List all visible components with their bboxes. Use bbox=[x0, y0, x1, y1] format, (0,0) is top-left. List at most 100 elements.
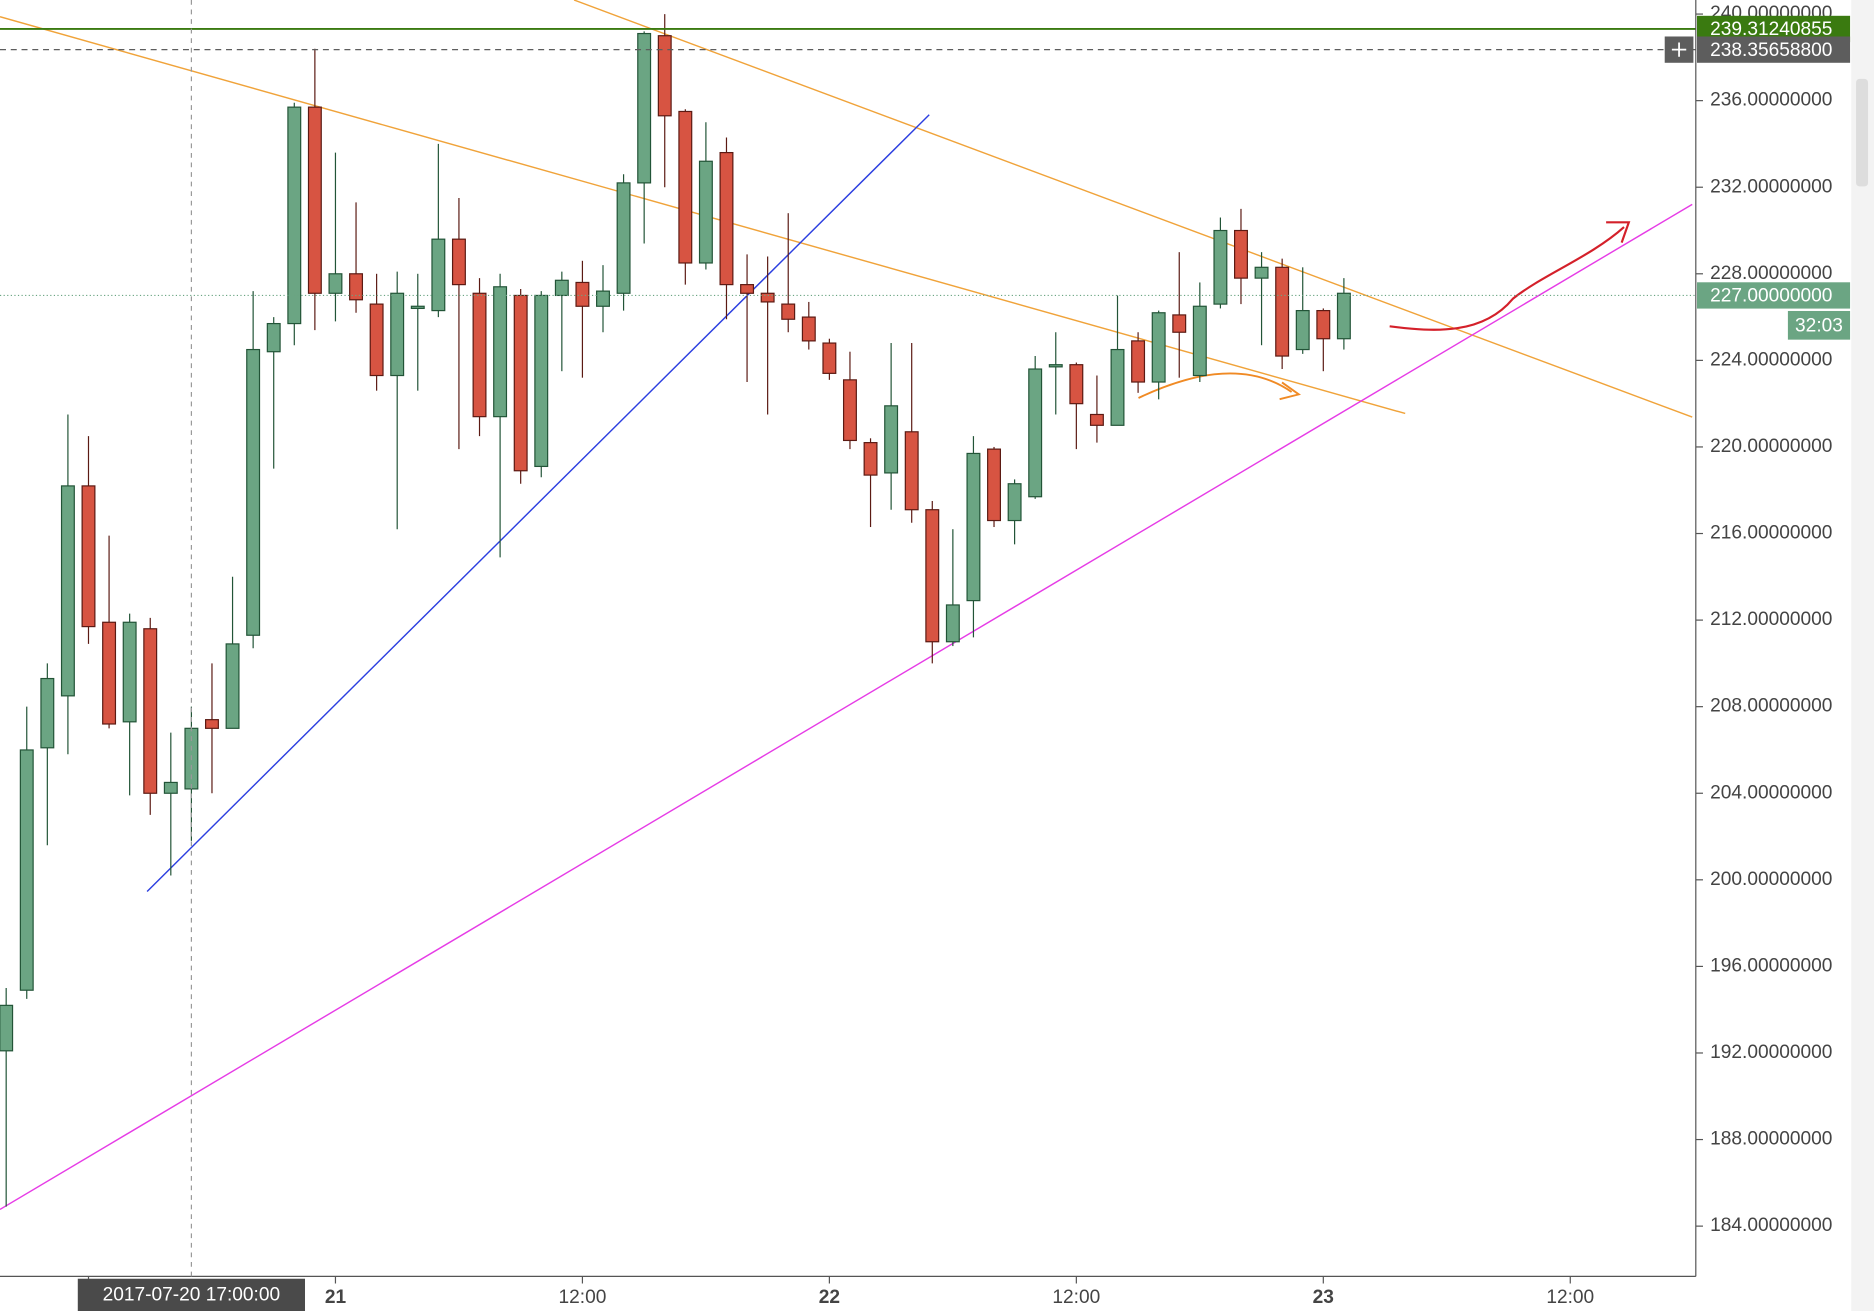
candle-body bbox=[987, 448, 1002, 522]
candle-body bbox=[143, 628, 158, 794]
candle-body bbox=[575, 281, 590, 307]
candle-body bbox=[719, 151, 734, 286]
price-label-bg bbox=[1697, 36, 1851, 63]
y-tick-label: 232.00000000 bbox=[1710, 176, 1832, 197]
candle-body bbox=[678, 110, 693, 264]
candle-body bbox=[842, 379, 857, 442]
candle-body bbox=[1048, 364, 1063, 368]
candle-body bbox=[1110, 348, 1125, 426]
candle-body bbox=[698, 160, 713, 264]
candle-body bbox=[1131, 340, 1146, 383]
candle-body bbox=[781, 303, 796, 320]
candle-body bbox=[266, 322, 281, 353]
y-tick-label: 184.00000000 bbox=[1710, 1215, 1832, 1236]
candle-body bbox=[616, 182, 631, 294]
candle-body bbox=[102, 621, 117, 725]
candle-body bbox=[390, 292, 405, 377]
candle-body bbox=[822, 342, 837, 374]
y-tick-label: 196.00000000 bbox=[1710, 955, 1832, 976]
y-tick-label: 200.00000000 bbox=[1710, 869, 1832, 890]
price-label: 227.00000000 bbox=[1710, 286, 1832, 307]
candle-body bbox=[163, 781, 178, 794]
candle-body bbox=[966, 452, 981, 602]
price-labels: 2017-07-20 17:00:00 239.31240855238.35658… bbox=[77, 0, 1851, 1311]
x-tick-label: 12:00 bbox=[1546, 1287, 1594, 1308]
candle-body bbox=[1089, 413, 1104, 426]
candle-body bbox=[349, 273, 364, 301]
candle-body bbox=[1172, 314, 1187, 333]
candle-body bbox=[307, 106, 322, 294]
trend-line bbox=[573, 0, 1693, 418]
candle-body bbox=[513, 294, 528, 472]
y-tick-label: 236.00000000 bbox=[1710, 90, 1832, 111]
trend-line bbox=[0, 203, 1693, 1211]
x-tick-label: 12:00 bbox=[1052, 1287, 1100, 1308]
candle-body bbox=[369, 303, 384, 377]
candle-body bbox=[0, 1004, 14, 1052]
candle-body bbox=[1275, 266, 1290, 357]
candle-body bbox=[60, 485, 75, 697]
candle-body bbox=[451, 238, 466, 286]
candle-body bbox=[534, 294, 549, 468]
candle-body bbox=[40, 677, 55, 749]
candle-body bbox=[1234, 229, 1248, 279]
price-axis-panel bbox=[1695, 0, 1874, 1311]
candle-body bbox=[328, 273, 343, 294]
x-tick-label: 12:00 bbox=[558, 1287, 606, 1308]
trend-line bbox=[146, 114, 930, 893]
x-tick-label: 22 bbox=[819, 1287, 840, 1308]
candle-body bbox=[472, 292, 487, 418]
candle-body bbox=[1007, 483, 1022, 522]
y-tick-label: 216.00000000 bbox=[1710, 523, 1832, 544]
candle-body bbox=[1336, 292, 1351, 340]
candle-body bbox=[1028, 368, 1043, 498]
scrollbar-thumb[interactable] bbox=[1856, 78, 1869, 187]
candle-body bbox=[637, 32, 652, 184]
candle-body bbox=[925, 509, 940, 643]
candle-body bbox=[1254, 266, 1269, 279]
candle-body bbox=[740, 284, 755, 294]
candle-body bbox=[904, 431, 919, 511]
candle-body bbox=[1295, 309, 1310, 351]
candle-body bbox=[1151, 312, 1166, 383]
price-label: 238.35658800 bbox=[1710, 40, 1832, 61]
y-tick-label: 208.00000000 bbox=[1710, 696, 1832, 717]
candle-body bbox=[760, 292, 775, 303]
candle-body bbox=[1192, 305, 1207, 377]
y-tick-label: 204.00000000 bbox=[1710, 782, 1832, 803]
candle-body bbox=[246, 348, 261, 636]
arrow-drawing bbox=[1389, 221, 1631, 331]
candle-body bbox=[122, 621, 137, 723]
candle-body bbox=[225, 643, 240, 729]
y-tick-label: 228.00000000 bbox=[1710, 263, 1832, 284]
candle-body bbox=[81, 485, 96, 628]
price-label-bg bbox=[1697, 282, 1851, 309]
x-tick-label: 23 bbox=[1313, 1287, 1334, 1308]
y-tick-label: 220.00000000 bbox=[1710, 436, 1832, 457]
candle-body bbox=[1069, 364, 1084, 405]
add-button-icon bbox=[1671, 42, 1687, 57]
candle-body bbox=[204, 719, 219, 729]
y-tick-label: 212.00000000 bbox=[1710, 609, 1832, 630]
crosshair-label: 2017-07-20 17:00:00 bbox=[103, 1285, 281, 1306]
y-tick-label: 188.00000000 bbox=[1710, 1129, 1832, 1150]
candle-body bbox=[554, 279, 569, 297]
candle-body bbox=[19, 749, 34, 991]
x-tick-label: 21 bbox=[325, 1287, 347, 1308]
y-tick-label: 192.00000000 bbox=[1710, 1042, 1832, 1063]
candle-body bbox=[431, 238, 446, 312]
candles bbox=[0, 14, 1696, 1207]
candle-body bbox=[657, 35, 672, 117]
candle-body bbox=[1213, 229, 1228, 305]
countdown-bg bbox=[1787, 310, 1851, 340]
scrollbar[interactable] bbox=[1851, 0, 1874, 1311]
y-tick-label: 224.00000000 bbox=[1710, 349, 1832, 370]
price-label: 239.31240855 bbox=[1710, 19, 1832, 40]
axes: 184.00000000 188.00000000 192.00000000 196.… bbox=[78, 3, 1833, 1308]
candle-body bbox=[801, 316, 816, 342]
candle-body bbox=[493, 286, 508, 418]
arrow-drawing bbox=[1138, 372, 1302, 401]
candle-body bbox=[596, 290, 610, 307]
